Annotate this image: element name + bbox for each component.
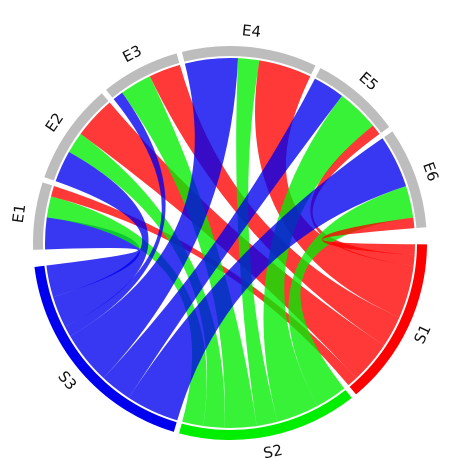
ribbon-s3-e6 — [128, 138, 407, 421]
ribbon-s2-e6 — [288, 186, 414, 407]
ribbon-s1-e5 — [310, 125, 415, 266]
sector-label-e3: E3 — [120, 41, 145, 66]
sector-label-s1: S1 — [410, 322, 434, 347]
sector-label-e6: E6 — [419, 160, 442, 184]
sector-label-s3: S3 — [54, 367, 80, 393]
ribbon-s2-e4 — [236, 58, 278, 427]
sector-label-e4: E4 — [241, 21, 262, 41]
sector-arc-e5 — [315, 68, 390, 133]
sector-arc-e3 — [106, 53, 180, 98]
sector-arc-e6 — [384, 131, 427, 228]
sector-label-e5: E5 — [356, 68, 382, 94]
ribbon-s3-e2 — [53, 151, 149, 327]
sector-label-e1: E1 — [9, 203, 29, 224]
sector-arc-s2 — [179, 390, 352, 441]
sector-arc-s1 — [349, 244, 427, 395]
sector-arc-e2 — [44, 93, 109, 181]
ribbon-s1-e6 — [321, 217, 415, 256]
ribbon-s3-e4 — [70, 57, 239, 378]
sector-arc-e1 — [32, 182, 53, 250]
ribbon-s3-e3 — [65, 92, 166, 337]
ribbon-s3-e1 — [44, 217, 140, 297]
ribbon-s2-e5 — [263, 95, 373, 422]
ribbons-layer — [44, 57, 415, 428]
sectors-layer — [32, 46, 427, 441]
sector-label-e2: E2 — [42, 109, 68, 135]
ribbon-s3-e5 — [103, 78, 343, 398]
ribbon-s1-e3 — [149, 64, 400, 346]
sector-label-s2: S2 — [262, 441, 284, 460]
ribbon-s2-e1 — [46, 196, 207, 427]
ribbon-s2-e3 — [122, 76, 257, 428]
ribbon-s1-e4 — [255, 60, 414, 318]
sector-arc-e4 — [181, 46, 316, 75]
